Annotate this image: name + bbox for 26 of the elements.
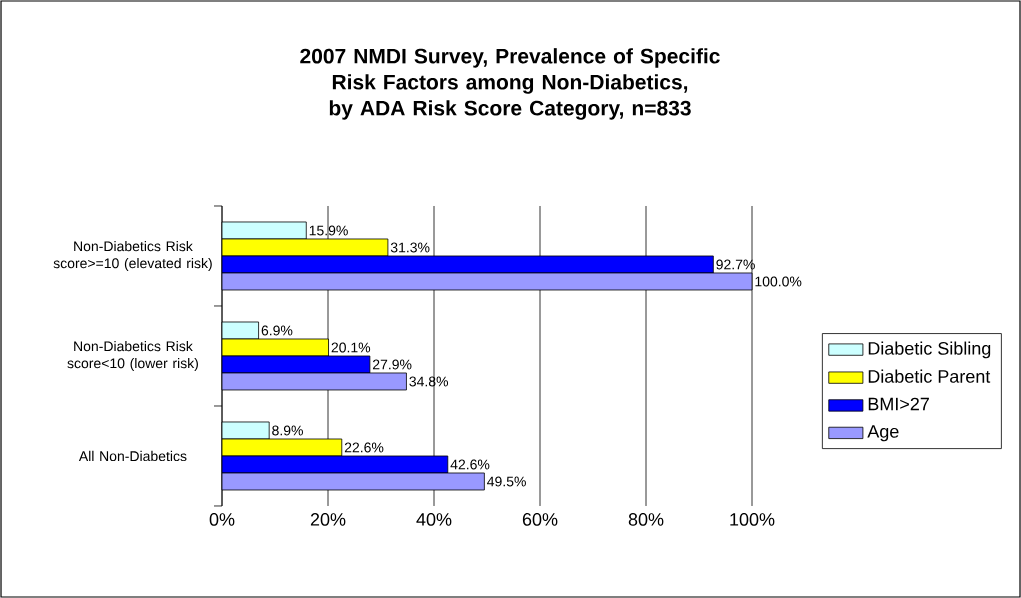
legend-label: Age (867, 425, 899, 442)
data-label: 42.6% (450, 459, 490, 470)
data-label: 20.1% (331, 342, 371, 353)
data-label: 22.6% (344, 442, 384, 453)
legend-label: Diabetic Sibling (868, 341, 991, 359)
chart-title: 2007 NMDI Survey, Prevalence of Specific Risk Factors among Non-Diabetics, by ADA Risk Score Category, n=833 (300, 48, 720, 120)
data-label: 15.9% (309, 225, 348, 236)
legend-label: Diabetic Parent (868, 369, 991, 383)
data-label: 92.7% (716, 259, 755, 270)
data-label: 31.3% (390, 242, 430, 253)
y-tick-label: Non-Diabetics Risk score<10 (lower risk) (67, 340, 198, 371)
legend-label: BMI>27 (868, 397, 929, 411)
x-tick-label: 0% (209, 513, 235, 526)
x-tick-label: 60% (522, 513, 558, 526)
data-label: 27.9% (372, 359, 412, 370)
x-tick-label: 40% (416, 513, 452, 526)
y-tick-label: Non-Diabetics Risk score>=10 (elevated risk) (53, 240, 212, 271)
x-tick-label: 100% (730, 513, 775, 526)
data-label: 6.9% (261, 325, 293, 336)
data-label: 49.5% (487, 476, 526, 487)
y-tick-label: All Non-Diabetics (78, 450, 187, 462)
data-label: 100.0% (755, 276, 802, 287)
data-label: 34.8% (409, 376, 449, 387)
x-tick-label: 20% (310, 513, 346, 526)
x-tick-label: 80% (628, 513, 664, 526)
data-label: 8.9% (272, 425, 303, 436)
